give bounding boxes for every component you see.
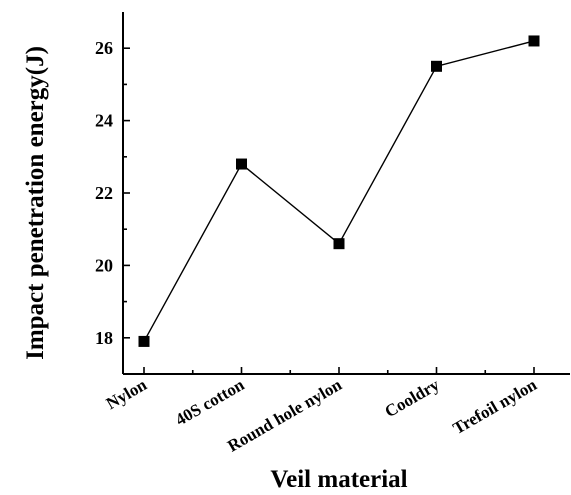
x-tick-label: Cooldry [381, 375, 442, 421]
y-tick-label: 26 [95, 38, 113, 58]
data-point [431, 60, 442, 72]
data-point [236, 158, 247, 170]
y-tick-label: 22 [95, 183, 113, 203]
y-tick-label: 18 [95, 328, 113, 348]
data-point [333, 238, 345, 250]
x-tick-label: Trefoil nylon [450, 375, 541, 438]
y-tick-label: 24 [95, 111, 113, 131]
data-point [528, 35, 540, 47]
y-axis-ticks: 18 20 22 24 26 [95, 38, 130, 348]
axes [122, 12, 570, 375]
y-axis-title: Impact penetration energy(J) [22, 46, 49, 360]
x-tick-label: 40S cotton [172, 375, 248, 430]
x-axis-title: Veil material [270, 466, 407, 493]
series-line [143, 40, 535, 342]
data-point [138, 335, 150, 347]
series [138, 35, 540, 347]
x-tick-label: Nylon [103, 375, 151, 413]
y-tick-label: 20 [95, 255, 113, 275]
